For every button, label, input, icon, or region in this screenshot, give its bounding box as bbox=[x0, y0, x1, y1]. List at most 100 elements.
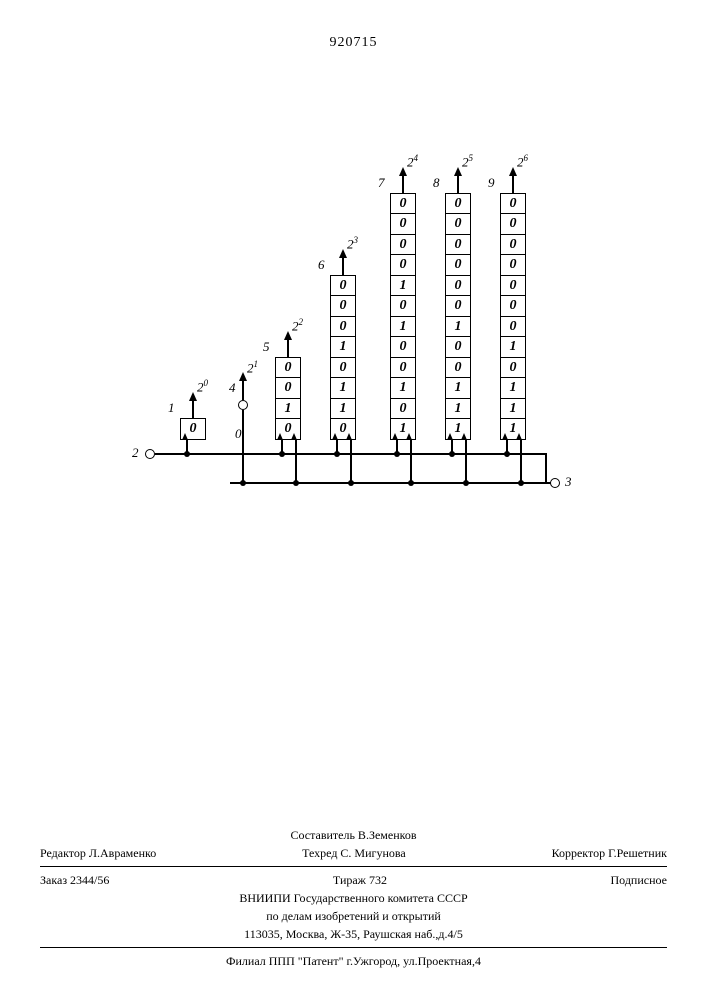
footer-tirage: Тираж 732 bbox=[333, 871, 387, 889]
footer-subscribe: Подписное bbox=[611, 871, 668, 889]
power-label-4: 21 bbox=[247, 359, 258, 376]
power-label-7: 24 bbox=[407, 153, 418, 170]
footer-corrector: Корректор Г.Решетник bbox=[552, 844, 667, 862]
arrow-head bbox=[339, 249, 347, 258]
footer-order: Заказ 2344/56 bbox=[40, 871, 109, 889]
arrow-head bbox=[399, 167, 407, 176]
cell: 0 bbox=[500, 295, 526, 317]
col-in-bot-arrow-7 bbox=[406, 433, 412, 440]
node-bot-8 bbox=[463, 480, 469, 486]
cell: 0 bbox=[445, 234, 471, 256]
terminal-3 bbox=[550, 478, 560, 488]
node-top-1 bbox=[184, 451, 190, 457]
cell: 0 bbox=[445, 213, 471, 235]
node-bot-9 bbox=[518, 480, 524, 486]
arrow-stem bbox=[457, 175, 459, 193]
col4-to-bot bbox=[242, 410, 244, 482]
cell: 1 bbox=[275, 398, 301, 420]
cell: 0 bbox=[330, 295, 356, 317]
col4-arrow-stem bbox=[242, 380, 244, 400]
cell: 0 bbox=[500, 213, 526, 235]
cell: 1 bbox=[390, 377, 416, 399]
node-bot-6 bbox=[348, 480, 354, 486]
cell: 0 bbox=[390, 193, 416, 215]
footer-branch: Филиал ППП "Патент" г.Ужгород, ул.Проект… bbox=[40, 952, 667, 970]
col-in-top-arrow-5 bbox=[277, 433, 283, 440]
power-label-1: 20 bbox=[197, 378, 208, 395]
cell: 0 bbox=[445, 254, 471, 276]
col-in-bot-7 bbox=[410, 440, 412, 482]
cell: 1 bbox=[500, 377, 526, 399]
node-top-7 bbox=[394, 451, 400, 457]
bus-right-link bbox=[545, 453, 547, 482]
col-label-5: 5 bbox=[263, 339, 270, 355]
column-8: 000000100111 bbox=[445, 193, 471, 441]
arrow-stem bbox=[287, 339, 289, 357]
terminal-3-label: 3 bbox=[565, 474, 572, 490]
terminal-2 bbox=[145, 449, 155, 459]
footer-tech: Техред С. Мигунова bbox=[302, 844, 406, 862]
cell: 0 bbox=[445, 357, 471, 379]
col-in-bot-9 bbox=[520, 440, 522, 482]
cell: 0 bbox=[275, 357, 301, 379]
node-top-6 bbox=[334, 451, 340, 457]
col-in-bot-arrow-6 bbox=[346, 433, 352, 440]
col-in-top-arrow-9 bbox=[502, 433, 508, 440]
col-in-top-arrow-8 bbox=[447, 433, 453, 440]
cell: 0 bbox=[500, 357, 526, 379]
col-in-top-arrow-1 bbox=[182, 433, 188, 440]
col-in-bot-6 bbox=[350, 440, 352, 482]
node-bot-7 bbox=[408, 480, 414, 486]
col-label-9: 9 bbox=[488, 175, 495, 191]
cell: 0 bbox=[390, 295, 416, 317]
cell: 1 bbox=[445, 377, 471, 399]
node-top-5 bbox=[279, 451, 285, 457]
cell: 1 bbox=[500, 398, 526, 420]
arrow-head bbox=[284, 331, 292, 340]
node-bot-4 bbox=[240, 480, 246, 486]
cell: 0 bbox=[500, 193, 526, 215]
col-in-top-arrow-6 bbox=[332, 433, 338, 440]
cell: 1 bbox=[330, 336, 356, 358]
power-label-8: 25 bbox=[462, 153, 473, 170]
arrow-stem bbox=[402, 175, 404, 193]
power-label-5: 22 bbox=[292, 317, 303, 334]
footer-block: Составитель В.Земенков Редактор Л.Авраме… bbox=[40, 826, 667, 970]
col-in-bot-5 bbox=[295, 440, 297, 482]
arrow-stem bbox=[342, 257, 344, 275]
terminal-4 bbox=[238, 400, 248, 410]
cell: 0 bbox=[445, 336, 471, 358]
footer-editor: Редактор Л.Авраменко bbox=[40, 844, 156, 862]
column-7: 000010100101 bbox=[390, 193, 416, 441]
node-top-8 bbox=[449, 451, 455, 457]
cell: 0 bbox=[390, 398, 416, 420]
cell: 0 bbox=[390, 357, 416, 379]
page-number: 920715 bbox=[330, 35, 378, 51]
cell: 1 bbox=[330, 377, 356, 399]
cell: 1 bbox=[390, 275, 416, 297]
col-label-8: 8 bbox=[433, 175, 440, 191]
bus-bottom bbox=[230, 482, 553, 484]
col-label-1: 1 bbox=[168, 400, 175, 416]
col-in-bot-arrow-9 bbox=[516, 433, 522, 440]
cell: 0 bbox=[500, 275, 526, 297]
col-in-bot-arrow-5 bbox=[291, 433, 297, 440]
cell: 1 bbox=[330, 398, 356, 420]
col-label-6: 6 bbox=[318, 257, 325, 273]
cell: 0 bbox=[500, 316, 526, 338]
cell: 1 bbox=[445, 398, 471, 420]
power-label-6: 23 bbox=[347, 235, 358, 252]
cell: 0 bbox=[445, 275, 471, 297]
arrow-head bbox=[189, 392, 197, 401]
cell: 0 bbox=[445, 193, 471, 215]
col-in-bot-arrow-8 bbox=[461, 433, 467, 440]
cell: 0 bbox=[275, 377, 301, 399]
circuit-diagram: 2301204210001052200010110623000010100101… bbox=[150, 90, 580, 510]
terminal-2-label: 2 bbox=[132, 445, 139, 461]
cell: 0 bbox=[500, 234, 526, 256]
col-in-bot-8 bbox=[465, 440, 467, 482]
col4-zero: 0 bbox=[235, 426, 242, 442]
column-9: 000000010111 bbox=[500, 193, 526, 441]
cell: 0 bbox=[390, 234, 416, 256]
column-5: 0010 bbox=[275, 357, 301, 441]
